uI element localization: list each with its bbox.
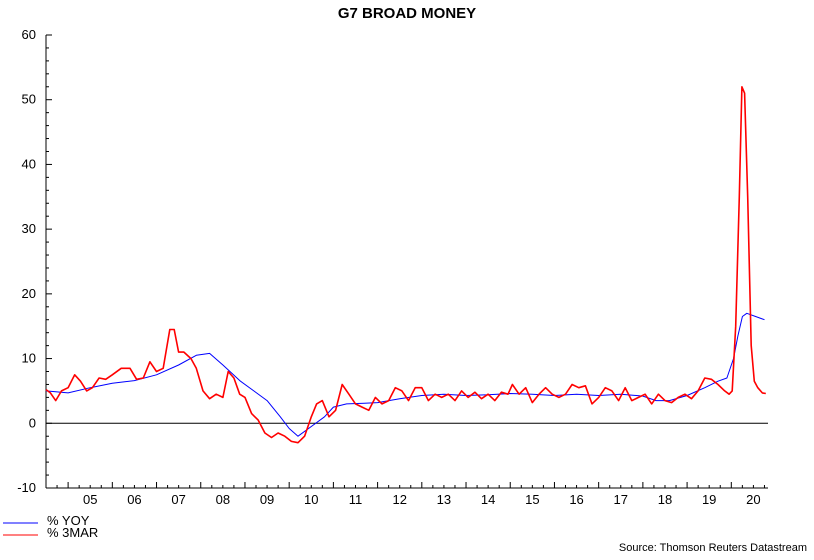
y-tick-label: -10 bbox=[17, 480, 36, 495]
y-tick-label: 40 bbox=[22, 156, 36, 171]
y-tick-label: 60 bbox=[22, 27, 36, 42]
x-tick-label: 14 bbox=[481, 492, 495, 507]
x-tick-label: 13 bbox=[437, 492, 451, 507]
x-tick-label: 06 bbox=[127, 492, 141, 507]
x-tick-label: 10 bbox=[304, 492, 318, 507]
legend: % YOY% 3MAR bbox=[3, 513, 98, 540]
legend-label: % YOY bbox=[47, 513, 90, 528]
y-tick-label: 50 bbox=[22, 92, 36, 107]
x-tick-label: 20 bbox=[746, 492, 760, 507]
y-tick-label: 10 bbox=[22, 351, 36, 366]
x-tick-label: 19 bbox=[702, 492, 716, 507]
x-tick-label: 16 bbox=[569, 492, 583, 507]
x-tick-label: 07 bbox=[171, 492, 185, 507]
x-tick-label: 11 bbox=[349, 492, 363, 507]
x-tick-label: 18 bbox=[658, 492, 672, 507]
chart-title: G7 BROAD MONEY bbox=[338, 5, 476, 22]
x-tick-label: 09 bbox=[260, 492, 274, 507]
series-line-3mar bbox=[45, 86, 766, 444]
y-tick-label: 20 bbox=[22, 286, 36, 301]
y-tick-label: 30 bbox=[22, 221, 36, 236]
x-tick-label: 15 bbox=[525, 492, 539, 507]
x-tick-label: 12 bbox=[392, 492, 406, 507]
source-note: Source: Thomson Reuters Datastream bbox=[619, 542, 807, 554]
series-lines bbox=[45, 86, 766, 444]
axes: 60 50 40 30 20 10 0 -10 05 06 07 08 09 10 11 12 13 14 15 16… bbox=[17, 27, 768, 507]
y-tick-label: 0 bbox=[29, 415, 36, 430]
x-tick-label: 05 bbox=[83, 492, 97, 507]
series-line-yoy bbox=[45, 312, 765, 437]
x-tick-label: 17 bbox=[614, 492, 628, 507]
x-tick-label: 08 bbox=[216, 492, 230, 507]
legend-label: % 3MAR bbox=[47, 525, 98, 540]
